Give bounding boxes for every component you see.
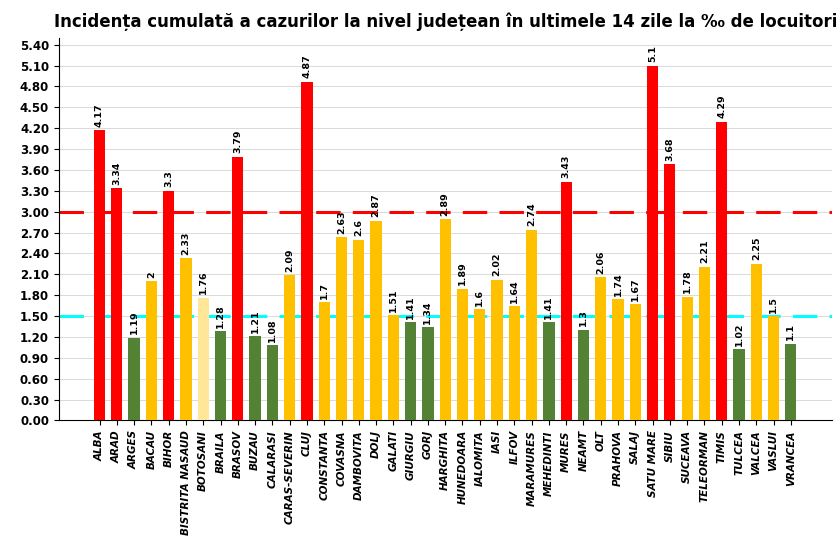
Text: 1.02: 1.02 xyxy=(734,322,743,346)
Text: 1.19: 1.19 xyxy=(129,310,139,334)
Text: 1.28: 1.28 xyxy=(216,304,225,328)
Bar xyxy=(768,316,780,420)
Bar xyxy=(526,230,538,420)
Text: 1.41: 1.41 xyxy=(544,295,554,319)
Bar xyxy=(751,264,762,420)
Text: 1.08: 1.08 xyxy=(268,318,277,342)
Text: 4.87: 4.87 xyxy=(302,54,312,78)
Bar xyxy=(560,182,572,420)
Bar xyxy=(267,345,278,420)
Text: 2: 2 xyxy=(147,271,156,278)
Text: 5.1: 5.1 xyxy=(648,45,657,62)
Bar xyxy=(647,66,659,420)
Bar xyxy=(146,281,157,420)
Bar xyxy=(423,327,433,420)
Bar xyxy=(129,337,139,420)
Bar xyxy=(491,280,502,420)
Bar xyxy=(578,330,589,420)
Text: 1.3: 1.3 xyxy=(579,309,588,327)
Bar xyxy=(717,122,727,420)
Bar xyxy=(249,336,260,420)
Text: 1.76: 1.76 xyxy=(199,271,207,294)
Bar xyxy=(612,299,623,420)
Text: 3.79: 3.79 xyxy=(234,130,242,153)
Bar xyxy=(111,188,123,420)
Text: 2.25: 2.25 xyxy=(752,237,761,260)
Text: 2.09: 2.09 xyxy=(285,248,294,272)
Bar xyxy=(509,306,520,420)
Text: 2.89: 2.89 xyxy=(441,192,449,216)
Bar xyxy=(302,81,312,420)
Bar xyxy=(733,349,744,420)
Text: 1.67: 1.67 xyxy=(631,277,640,301)
Bar xyxy=(474,309,486,420)
Text: 2.74: 2.74 xyxy=(528,203,536,226)
Text: 1.41: 1.41 xyxy=(406,295,415,319)
Text: 2.06: 2.06 xyxy=(596,250,606,274)
Text: 3.43: 3.43 xyxy=(562,155,570,178)
Bar xyxy=(94,130,105,420)
Text: 2.6: 2.6 xyxy=(354,219,363,236)
Bar xyxy=(457,289,468,420)
Text: 1.6: 1.6 xyxy=(475,288,485,306)
Bar xyxy=(595,277,606,420)
Title: Incidența cumulată a cazurilor la nivel județean în ultimele 14 zile la ‰ de loc: Incidența cumulată a cazurilor la nivel … xyxy=(54,12,837,31)
Bar xyxy=(318,302,330,420)
Bar xyxy=(664,164,675,420)
Text: 4.29: 4.29 xyxy=(717,95,727,119)
Text: 3.34: 3.34 xyxy=(113,161,121,184)
Bar xyxy=(215,331,226,420)
Text: 2.87: 2.87 xyxy=(371,194,381,217)
Text: 1.74: 1.74 xyxy=(613,272,622,296)
Text: 1.51: 1.51 xyxy=(389,288,398,312)
Text: 3.3: 3.3 xyxy=(164,170,173,188)
Text: 1.21: 1.21 xyxy=(250,309,260,333)
Bar xyxy=(681,296,693,420)
Bar xyxy=(163,191,174,420)
Text: 1.64: 1.64 xyxy=(510,279,519,303)
Text: 1.1: 1.1 xyxy=(786,323,795,341)
Bar xyxy=(232,157,244,420)
Text: 2.33: 2.33 xyxy=(181,231,191,255)
Bar xyxy=(353,239,365,420)
Bar xyxy=(405,322,417,420)
Bar xyxy=(699,267,710,420)
Bar xyxy=(630,304,641,420)
Bar xyxy=(284,275,296,420)
Text: 1.5: 1.5 xyxy=(769,296,778,313)
Text: 2.21: 2.21 xyxy=(700,239,709,263)
Text: 3.68: 3.68 xyxy=(665,137,675,161)
Text: 1.34: 1.34 xyxy=(423,300,433,324)
Bar xyxy=(336,237,347,420)
Text: 4.17: 4.17 xyxy=(95,103,104,127)
Bar xyxy=(439,219,451,420)
Text: 1.7: 1.7 xyxy=(320,282,328,299)
Bar xyxy=(543,322,554,420)
Text: 1.78: 1.78 xyxy=(683,270,691,293)
Bar xyxy=(181,258,192,420)
Text: 2.02: 2.02 xyxy=(492,253,501,277)
Bar xyxy=(785,344,796,420)
Bar xyxy=(197,298,209,420)
Bar xyxy=(388,315,399,420)
Text: 2.63: 2.63 xyxy=(337,210,346,234)
Bar xyxy=(370,221,381,420)
Text: 1.89: 1.89 xyxy=(458,262,467,286)
